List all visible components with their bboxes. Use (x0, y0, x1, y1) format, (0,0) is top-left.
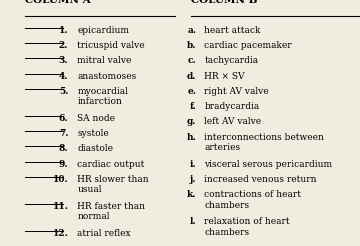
Text: bradycardia: bradycardia (204, 102, 260, 111)
Text: 2.: 2. (59, 41, 68, 50)
Text: a.: a. (187, 26, 196, 35)
Text: cardiac output: cardiac output (77, 160, 145, 169)
Text: 10.: 10. (53, 175, 68, 184)
Text: systole: systole (77, 129, 109, 138)
Text: atrial reflex: atrial reflex (77, 229, 131, 238)
Text: i.: i. (190, 160, 196, 169)
Text: right AV valve: right AV valve (204, 87, 269, 96)
Text: visceral serous pericardium: visceral serous pericardium (204, 160, 333, 169)
Text: 11.: 11. (53, 202, 68, 211)
Text: anastomoses: anastomoses (77, 72, 137, 81)
Text: l.: l. (190, 217, 196, 226)
Text: e.: e. (187, 87, 196, 96)
Text: h.: h. (186, 133, 196, 142)
Text: j.: j. (190, 175, 196, 184)
Text: interconnections between
arteries: interconnections between arteries (204, 133, 324, 152)
Text: b.: b. (187, 41, 196, 50)
Text: relaxation of heart
chambers: relaxation of heart chambers (204, 217, 290, 237)
Text: mitral valve: mitral valve (77, 56, 132, 65)
Text: COLUMN A: COLUMN A (25, 0, 91, 5)
Text: increased venous return: increased venous return (204, 175, 317, 184)
Text: heart attack: heart attack (204, 26, 261, 35)
Text: diastole: diastole (77, 144, 113, 154)
Text: 5.: 5. (59, 87, 68, 96)
Text: 7.: 7. (59, 129, 68, 138)
Text: HR slower than
usual: HR slower than usual (77, 175, 149, 194)
Text: tricuspid valve: tricuspid valve (77, 41, 145, 50)
Text: tachycardia: tachycardia (204, 56, 258, 65)
Text: COLUMN B: COLUMN B (191, 0, 257, 5)
Text: g.: g. (187, 117, 196, 126)
Text: HR faster than
normal: HR faster than normal (77, 202, 145, 221)
Text: cardiac pacemaker: cardiac pacemaker (204, 41, 292, 50)
Text: SA node: SA node (77, 114, 116, 123)
Text: 8.: 8. (59, 144, 68, 154)
Text: k.: k. (187, 190, 196, 199)
Text: c.: c. (188, 56, 196, 65)
Text: 6.: 6. (59, 114, 68, 123)
Text: f.: f. (189, 102, 196, 111)
Text: HR × SV: HR × SV (204, 72, 245, 81)
Text: left AV valve: left AV valve (204, 117, 262, 126)
Text: 3.: 3. (59, 56, 68, 65)
Text: epicardium: epicardium (77, 26, 129, 35)
Text: 4.: 4. (59, 72, 68, 81)
Text: myocardial
infarction: myocardial infarction (77, 87, 128, 106)
Text: 12.: 12. (53, 229, 68, 238)
Text: 9.: 9. (59, 160, 68, 169)
Text: d.: d. (187, 72, 196, 81)
Text: 1.: 1. (59, 26, 68, 35)
Text: contractions of heart
chambers: contractions of heart chambers (204, 190, 301, 210)
